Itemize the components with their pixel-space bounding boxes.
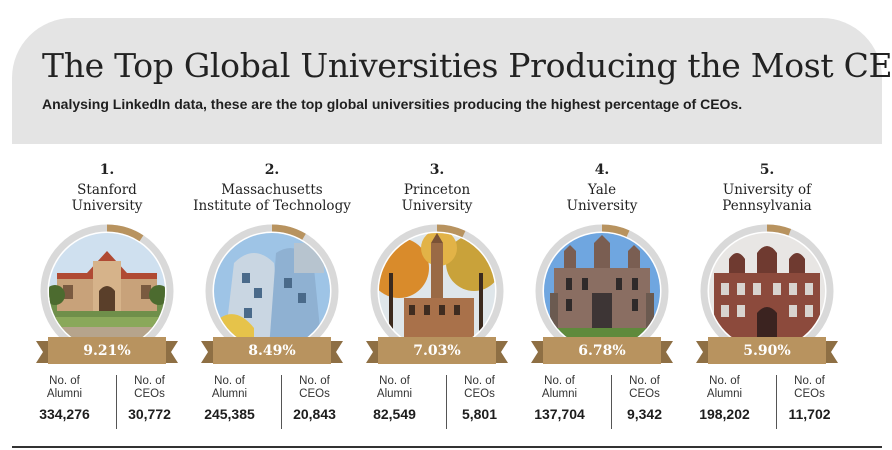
ceo-percentage: 5.90% — [743, 343, 791, 359]
university-name: Yale University — [566, 182, 638, 214]
ceo-percentage: 6.78% — [578, 343, 626, 359]
ceos-count: 5,801 — [461, 406, 498, 422]
campus-photo — [544, 233, 660, 349]
ceos-label: No. of CEOs — [134, 375, 165, 400]
percentage-ring — [205, 224, 339, 358]
alumni-label: No. of Alumni — [541, 375, 578, 400]
university-rank: 3. — [429, 162, 445, 178]
stats-row: No. of Alumni 82,549 No. of CEOs 5,801 — [352, 375, 522, 435]
university-card: 2. Massachusetts Institute of Technology — [187, 160, 357, 435]
university-name: University of Pennsylvania — [722, 182, 812, 214]
ceos-stat: No. of CEOs 5,801 — [437, 375, 522, 422]
ceo-percentage: 9.21% — [83, 343, 131, 359]
ceos-label: No. of CEOs — [299, 375, 330, 400]
alumni-count: 82,549 — [373, 406, 416, 422]
campus-photo — [709, 233, 825, 349]
stats-divider — [281, 375, 282, 429]
stats-divider — [446, 375, 447, 429]
ceo-percentage: 7.03% — [413, 343, 461, 359]
percentage-ribbon: 9.21% — [36, 337, 178, 367]
campus-photo — [379, 233, 495, 349]
alumni-stat: No. of Alumni 245,385 — [187, 375, 272, 422]
ring-arc — [535, 224, 669, 358]
percentage-ribbon: 8.49% — [201, 337, 343, 367]
page-title: The Top Global Universities Producing th… — [42, 46, 892, 85]
stats-divider — [776, 375, 777, 429]
bottom-divider — [12, 446, 882, 448]
alumni-stat: No. of Alumni 137,704 — [517, 375, 602, 422]
ring-arc — [370, 224, 504, 358]
percentage-ring — [535, 224, 669, 358]
university-card: 1. Stanford University — [22, 160, 192, 435]
percentage-ribbon: 5.90% — [696, 337, 838, 367]
alumni-count: 137,704 — [534, 406, 585, 422]
university-rank: 2. — [264, 162, 280, 178]
university-rank: 1. — [99, 162, 115, 178]
university-card: 5. University of Pennsylvania — [682, 160, 852, 435]
university-rank: 4. — [594, 162, 610, 178]
alumni-label: No. of Alumni — [376, 375, 413, 400]
alumni-stat: No. of Alumni 334,276 — [22, 375, 107, 422]
alumni-label: No. of Alumni — [211, 375, 248, 400]
ceos-count: 20,843 — [293, 406, 336, 422]
ceos-label: No. of CEOs — [794, 375, 825, 400]
ceos-label: No. of CEOs — [464, 375, 495, 400]
stats-row: No. of Alumni 334,276 No. of CEOs 30,772 — [22, 375, 192, 435]
university-list: 1. Stanford University — [22, 160, 872, 440]
university-rank: 5. — [759, 162, 775, 178]
alumni-label: No. of Alumni — [46, 375, 83, 400]
stats-row: No. of Alumni 137,704 No. of CEOs 9,342 — [517, 375, 687, 435]
stats-row: No. of Alumni 245,385 No. of CEOs 20,843 — [187, 375, 357, 435]
percentage-ribbon: 7.03% — [366, 337, 508, 367]
percentage-ribbon: 6.78% — [531, 337, 673, 367]
ceos-count: 11,702 — [788, 406, 831, 422]
stats-divider — [611, 375, 612, 429]
university-card: 4. Yale University — [517, 160, 687, 435]
stats-row: No. of Alumni 198,202 No. of CEOs 11,702 — [682, 375, 852, 435]
university-name: Stanford University — [71, 182, 143, 214]
ceos-label: No. of CEOs — [629, 375, 660, 400]
percentage-ring — [700, 224, 834, 358]
ceos-stat: No. of CEOs 20,843 — [272, 375, 357, 422]
university-name: Massachusetts Institute of Technology — [193, 182, 351, 214]
university-card: 3. Princeton University — [352, 160, 522, 435]
ceo-percentage: 8.49% — [248, 343, 296, 359]
ring-arc — [700, 224, 834, 358]
campus-photo — [49, 233, 165, 349]
alumni-count: 198,202 — [699, 406, 750, 422]
page-subtitle: Analysing LinkedIn data, these are the t… — [42, 96, 743, 112]
ceos-stat: No. of CEOs 9,342 — [602, 375, 687, 422]
header-banner: The Top Global Universities Producing th… — [12, 18, 892, 144]
stats-divider — [116, 375, 117, 429]
ceos-stat: No. of CEOs 11,702 — [767, 375, 852, 422]
ring-arc — [205, 224, 339, 358]
ring-arc — [40, 224, 174, 358]
ceos-count: 9,342 — [626, 406, 663, 422]
alumni-stat: No. of Alumni 82,549 — [352, 375, 437, 422]
alumni-count: 334,276 — [39, 406, 90, 422]
ceos-stat: No. of CEOs 30,772 — [107, 375, 192, 422]
alumni-stat: No. of Alumni 198,202 — [682, 375, 767, 422]
alumni-label: No. of Alumni — [706, 375, 743, 400]
campus-photo — [214, 233, 330, 349]
ceos-count: 30,772 — [128, 406, 171, 422]
university-name: Princeton University — [401, 182, 473, 214]
alumni-count: 245,385 — [204, 406, 255, 422]
